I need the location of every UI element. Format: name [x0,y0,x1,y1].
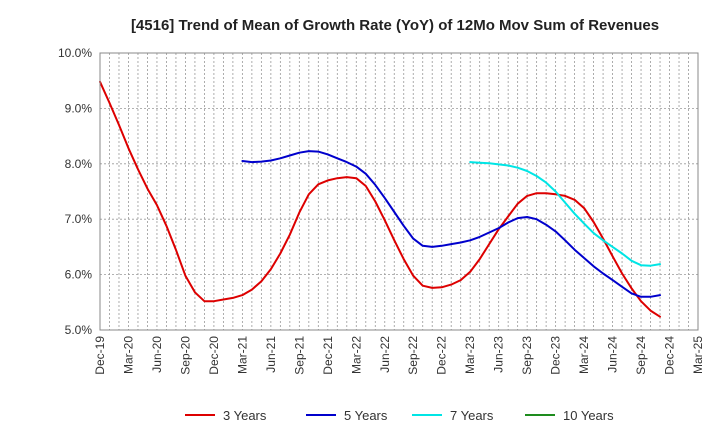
y-tick-label: 7.0% [65,212,93,226]
y-tick-label: 8.0% [65,157,93,171]
series-line-5-years [241,150,661,298]
x-tick-label: Mar-20 [121,336,135,374]
x-tick-label: Mar-24 [577,336,591,374]
legend-label-10-years: 10 Years [563,408,614,423]
x-tick-label: Dec-21 [321,336,335,375]
x-tick-label: Mar-25 [691,336,705,374]
x-tick-label: Dec-22 [435,336,449,375]
x-tick-label: Jun-22 [378,336,392,373]
x-tick-label: Sep-22 [406,336,420,375]
y-tick-label: 10.0% [58,46,92,60]
legend: 3 Years 5 Years 7 Years 10 Years [185,408,614,423]
x-tick-label: Jun-23 [492,336,506,373]
plot-area-frame [99,52,699,331]
x-tick-label: Sep-21 [292,336,306,375]
chart-title: [4516] Trend of Mean of Growth Rate (YoY… [131,17,659,34]
series-line-3-years [99,80,661,318]
series-line-7-years [469,161,661,267]
x-tick-label: Jun-20 [150,336,164,373]
x-tick-label: Mar-22 [349,336,363,374]
y-axis-ticks: 5.0% 6.0% 7.0% 8.0% 9.0% 10.0% [58,46,92,337]
legend-label-5-years: 5 Years [344,408,388,423]
y-tick-label: 5.0% [65,323,93,337]
x-tick-label: Mar-21 [235,336,249,374]
x-tick-label: Sep-24 [634,336,648,375]
x-tick-label: Dec-20 [207,336,221,375]
x-tick-label: Mar-23 [463,336,477,374]
y-tick-label: 6.0% [65,268,93,282]
grid [100,53,698,330]
legend-label-7-years: 7 Years [450,408,494,423]
x-tick-label: Jun-24 [606,336,620,373]
x-tick-label: Jun-21 [264,336,278,373]
y-tick-label: 9.0% [65,101,93,115]
x-tick-label: Dec-19 [93,336,107,375]
legend-label-3-years: 3 Years [223,408,267,423]
x-tick-label: Sep-23 [520,336,534,375]
series-lines [99,80,661,318]
x-axis-ticks: Dec-19 Mar-20 Jun-20 Sep-20 Dec-20 Mar-21 Jun-… [93,336,705,375]
x-tick-label: Sep-20 [178,336,192,375]
x-tick-label: Dec-24 [663,336,677,375]
x-tick-label: Dec-23 [549,336,563,375]
